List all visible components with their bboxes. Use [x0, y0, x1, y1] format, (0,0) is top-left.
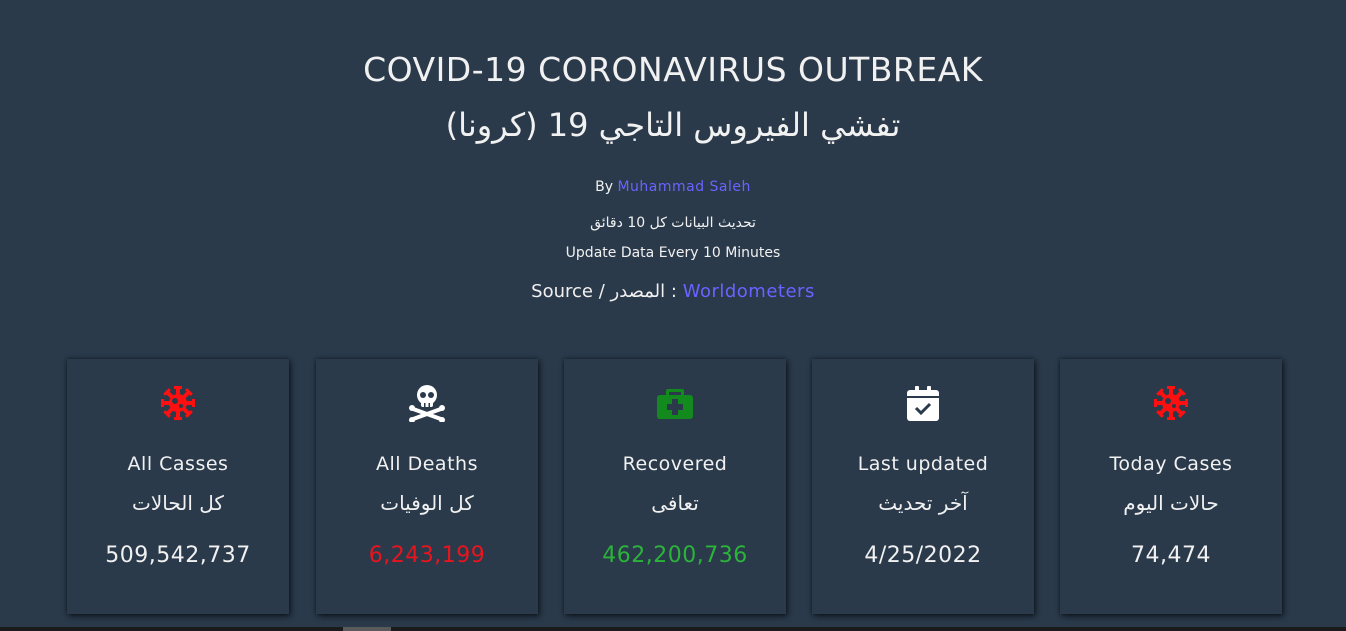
page-title: COVID-19 CORONAVIRUS OUTBREAK	[363, 50, 983, 89]
page-title-arabic: تفشي الفيروس التاجي 19 (كرونا)	[445, 106, 901, 144]
by-label: By	[595, 179, 613, 195]
card-value: 6,243,199	[368, 543, 486, 568]
card-value: 4/25/2022	[864, 543, 982, 568]
virus-icon	[67, 383, 289, 423]
stat-card-today-cases: Today Cases حالات اليوم 74,474	[1060, 359, 1282, 614]
stat-card-all-cases: All Casses كل الحالات 509,542,737	[67, 359, 289, 614]
card-label-arabic: آخر تحديث	[878, 491, 968, 515]
card-label: Recovered	[622, 453, 728, 475]
source-line: Source / المصدر : Worldometers	[0, 281, 1346, 302]
card-value: 509,542,737	[105, 543, 251, 568]
calendar-check-icon	[812, 383, 1034, 423]
medkit-icon	[564, 383, 786, 423]
horizontal-scrollbar[interactable]	[0, 627, 1346, 631]
card-label-arabic: كل الوفيات	[380, 491, 474, 515]
card-label: Last updated	[857, 453, 989, 475]
card-label-arabic: كل الحالات	[132, 491, 224, 515]
byline: By Muhammad Saleh	[0, 179, 1346, 195]
virus-icon	[1060, 383, 1282, 423]
card-label: All Casses	[127, 453, 229, 475]
card-value: 74,474	[1131, 543, 1211, 568]
stat-card-recovered: Recovered تعافى 462,200,736	[564, 359, 786, 614]
skull-crossbones-icon	[316, 383, 538, 423]
card-label: All Deaths	[376, 453, 478, 475]
scrollbar-thumb[interactable]	[343, 627, 391, 631]
card-label: Today Cases	[1109, 453, 1233, 475]
card-value: 462,200,736	[602, 543, 748, 568]
author-link[interactable]: Muhammad Saleh	[617, 179, 751, 195]
source-link[interactable]: Worldometers	[682, 281, 815, 302]
update-note: Update Data Every 10 Minutes	[565, 245, 781, 261]
update-note-arabic: تحديث البيانات كل 10 دقائق	[590, 215, 756, 231]
stat-card-all-deaths: All Deaths كل الوفيات 6,243,199	[316, 359, 538, 614]
source-label: Source / المصدر :	[531, 281, 677, 302]
card-label-arabic: تعافى	[651, 491, 699, 515]
card-label-arabic: حالات اليوم	[1123, 491, 1219, 515]
stat-card-last-updated: Last updated آخر تحديث 4/25/2022	[812, 359, 1034, 614]
